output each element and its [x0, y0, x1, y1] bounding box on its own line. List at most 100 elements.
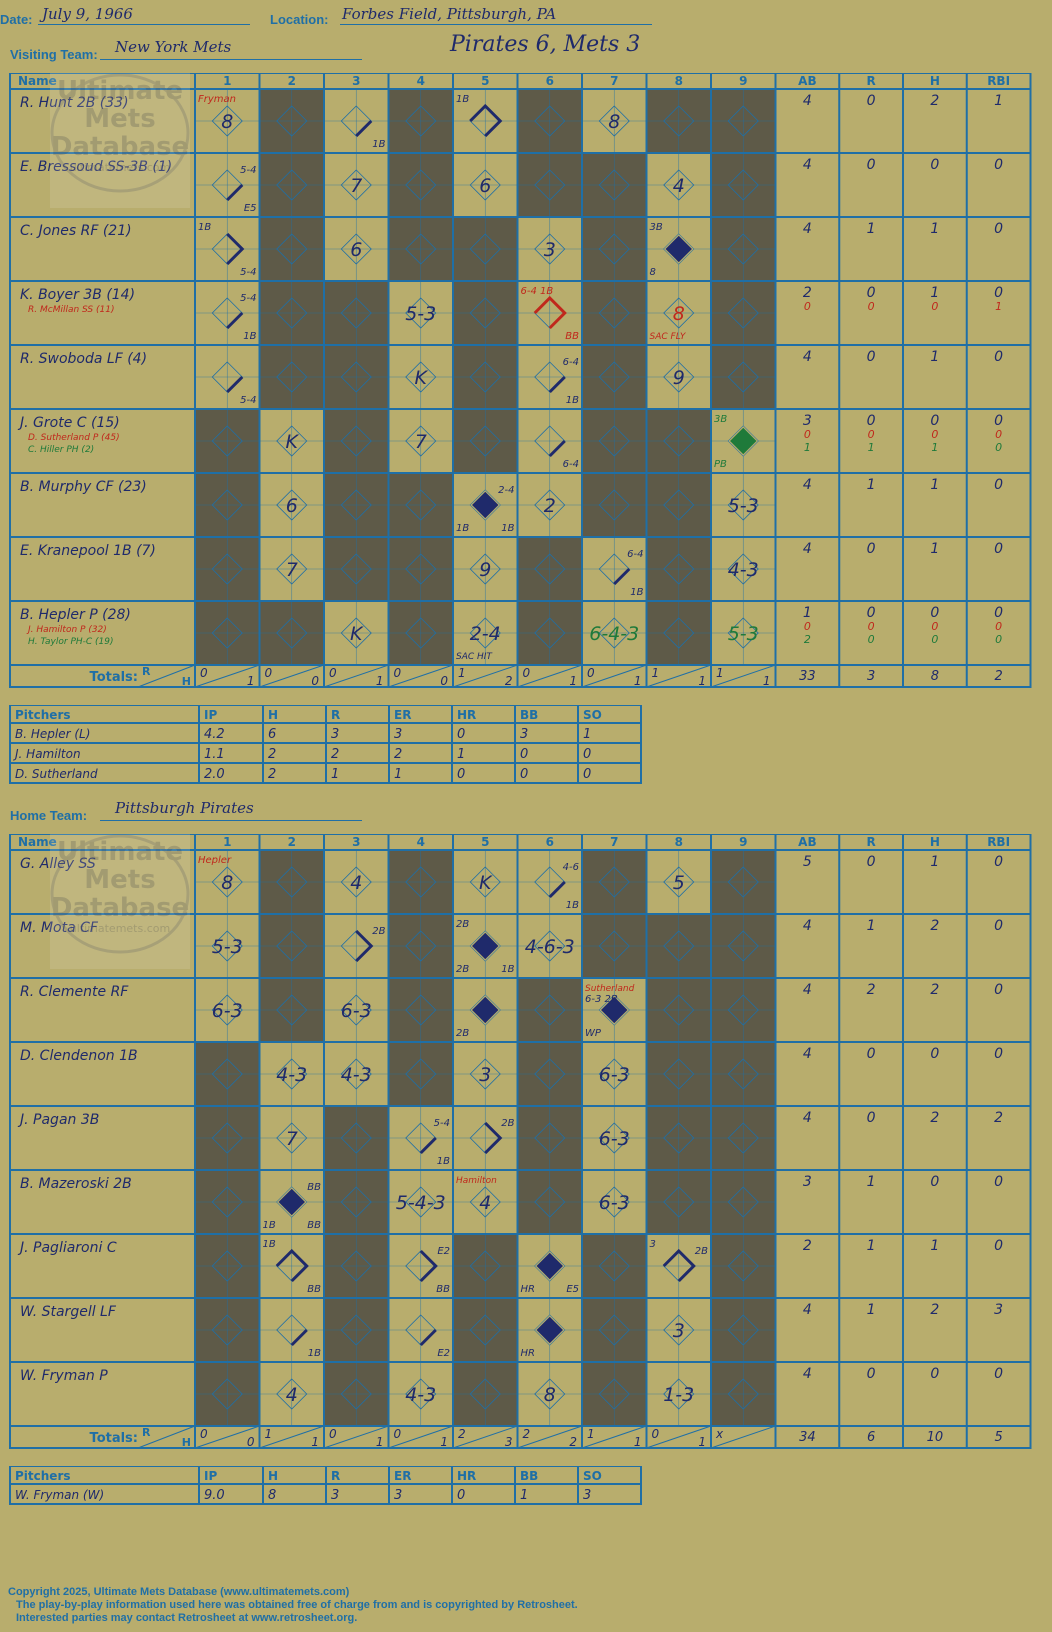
inning-cell-7 — [582, 850, 647, 914]
visitors-batter-row: E. Bressoud SS-3B (1) 5-4 E5 7 6 4 4 0 0 0 — [20, 153, 1003, 217]
play-notation: 4-3 — [728, 559, 759, 581]
batter-name: J. Grote C (15) — [17, 415, 120, 431]
base-diamond — [340, 1058, 372, 1090]
inning-cell-9: 5-3 — [711, 601, 776, 665]
play-notation: Fryman — [198, 94, 236, 105]
base-diamond — [663, 553, 695, 585]
base-path — [548, 439, 566, 458]
inning-total-slash — [323, 664, 389, 688]
inning-cell-7 — [582, 281, 647, 345]
batter-stat-ab: 4 — [803, 918, 812, 934]
base-diamond — [727, 866, 759, 898]
home-header-rbi: RBI — [987, 835, 1010, 849]
run-scored-diamond — [663, 234, 694, 264]
inning-total-hits: 0 — [440, 674, 448, 688]
pitcher-stat-so: 0 — [583, 747, 591, 762]
play-notation: 3B — [650, 222, 663, 233]
home-batter-row: W. Fryman P 4 4-3 8 1-3 4 0 0 0 — [20, 1362, 1003, 1426]
batter-stat-rbi: 0 — [994, 1238, 1003, 1254]
visitors-header-rbi: RBI — [987, 74, 1010, 88]
batter-stat-ab: 4 — [803, 221, 812, 237]
run-scored-diamond — [534, 1251, 565, 1281]
watermark-word: Mets — [84, 865, 155, 895]
location-label: Location: — [270, 12, 329, 27]
play-notation: 3B — [714, 414, 727, 425]
home-header-name: Name — [18, 835, 57, 849]
inning-cell-6: HR E5 — [517, 1234, 582, 1298]
play-notation: 6-3 — [599, 1128, 630, 1150]
inning-cell-4 — [388, 850, 453, 914]
base-diamond — [534, 994, 566, 1026]
play-notation: 1B — [501, 964, 514, 975]
visitors-pitchers-header-bb: BB — [520, 708, 538, 722]
home-batter-row: B. Mazeroski 2B BB 1B BB 5-4-3 Hamilton 4 6-3 3 1… — [20, 1170, 1003, 1234]
base-diamond — [211, 169, 243, 201]
inning-cell-9 — [711, 1106, 776, 1170]
inning-cell-2: 7 — [259, 1106, 324, 1170]
batter-name: J. Pagan 3B — [17, 1112, 99, 1128]
totals-rh-slash — [137, 664, 196, 688]
batter-stat-h: 0 — [930, 605, 939, 621]
visitors-batter-row: R. Hunt 2B (33) Fryman 8 1B 1B 8 4 0 2 1 — [20, 89, 1003, 153]
inning-cell-6: 8 — [517, 1362, 582, 1426]
batter-stat-ab: 3 — [803, 413, 812, 429]
inning-cell-5: 2B — [453, 1106, 518, 1170]
inning-total-runs: 0 — [587, 666, 595, 680]
home-pitchers-header-h: H — [268, 1469, 278, 1483]
home-batter-row: J. Pagliaroni C 1B BB E2 BB HR E5 3 2B 2 1 1 0 — [17, 1234, 1003, 1298]
inning-cell-2 — [259, 153, 324, 217]
inning-cell-1 — [195, 537, 260, 601]
base-diamond — [598, 1378, 630, 1410]
visitors-header-inning-1: 1 — [223, 74, 231, 88]
inning-total-slash — [194, 664, 260, 688]
play-notation: 8 — [650, 267, 656, 278]
base-diamond — [598, 930, 630, 962]
visitors-header-inning-8: 8 — [675, 74, 683, 88]
batter-stat-rbi: 1 — [994, 93, 1003, 109]
base-diamond — [469, 930, 501, 962]
base-diamond — [598, 425, 630, 457]
base-diamond — [211, 489, 243, 521]
watermark-word: Database — [51, 893, 189, 923]
home-team-label: Home Team: — [10, 808, 88, 823]
visitors-batter-row: J. Grote C (15) D. Sutherland P (45) C. Hi… — [17, 409, 1003, 473]
inning-total-slash — [581, 664, 647, 688]
inning-total-slash — [517, 664, 583, 688]
batter-name: R. Swoboda LF (4) — [20, 351, 147, 367]
pitcher-stat-so: 3 — [583, 1488, 591, 1503]
base-path — [355, 119, 373, 138]
base-diamond — [276, 553, 308, 585]
base-diamond — [663, 1378, 695, 1410]
inning-cell-7 — [582, 1362, 647, 1426]
batter-stat-r: 0 — [867, 93, 876, 109]
batter-stat-r: 0 — [867, 285, 876, 301]
inning-cell-8: 1-3 — [646, 1362, 711, 1426]
inning-cell-9 — [711, 217, 776, 281]
inning-cell-6 — [517, 601, 582, 665]
inning-cell-7 — [582, 217, 647, 281]
totals-h-label: H — [182, 675, 191, 688]
substitute-name: H. Taylor PH-C (19) — [28, 637, 114, 647]
home-team-value: Pittsburgh Pirates — [115, 799, 254, 817]
inning-cell-3 — [324, 1170, 389, 1234]
base-diamond — [405, 994, 437, 1026]
inning-cell-9 — [711, 1042, 776, 1106]
play-notation: 6-3 — [599, 1192, 630, 1214]
run-scored-diamond — [470, 995, 501, 1025]
total-rbi: 2 — [994, 669, 1002, 684]
batter-stat-r: 1 — [867, 477, 876, 493]
visitors-batter-row: K. Boyer 3B (14)R. McMillan SS (11)5-41B… — [20, 281, 1003, 345]
inning-total-runs: 0 — [652, 1427, 660, 1441]
inning-cell-3: 4-3 — [324, 1042, 389, 1106]
inning-cell-7 — [582, 409, 647, 473]
base-path — [548, 880, 566, 899]
inning-cell-2: K — [259, 409, 324, 473]
pitcher-stat-r: 2 — [331, 747, 339, 762]
base-diamond — [340, 1186, 372, 1218]
base-diamond — [663, 233, 695, 265]
inning-total-hits: 1 — [698, 1435, 706, 1449]
batter-stat-r: 0 — [868, 620, 875, 633]
play-notation: Hamilton — [456, 1176, 497, 1186]
base-diamond — [211, 866, 243, 898]
